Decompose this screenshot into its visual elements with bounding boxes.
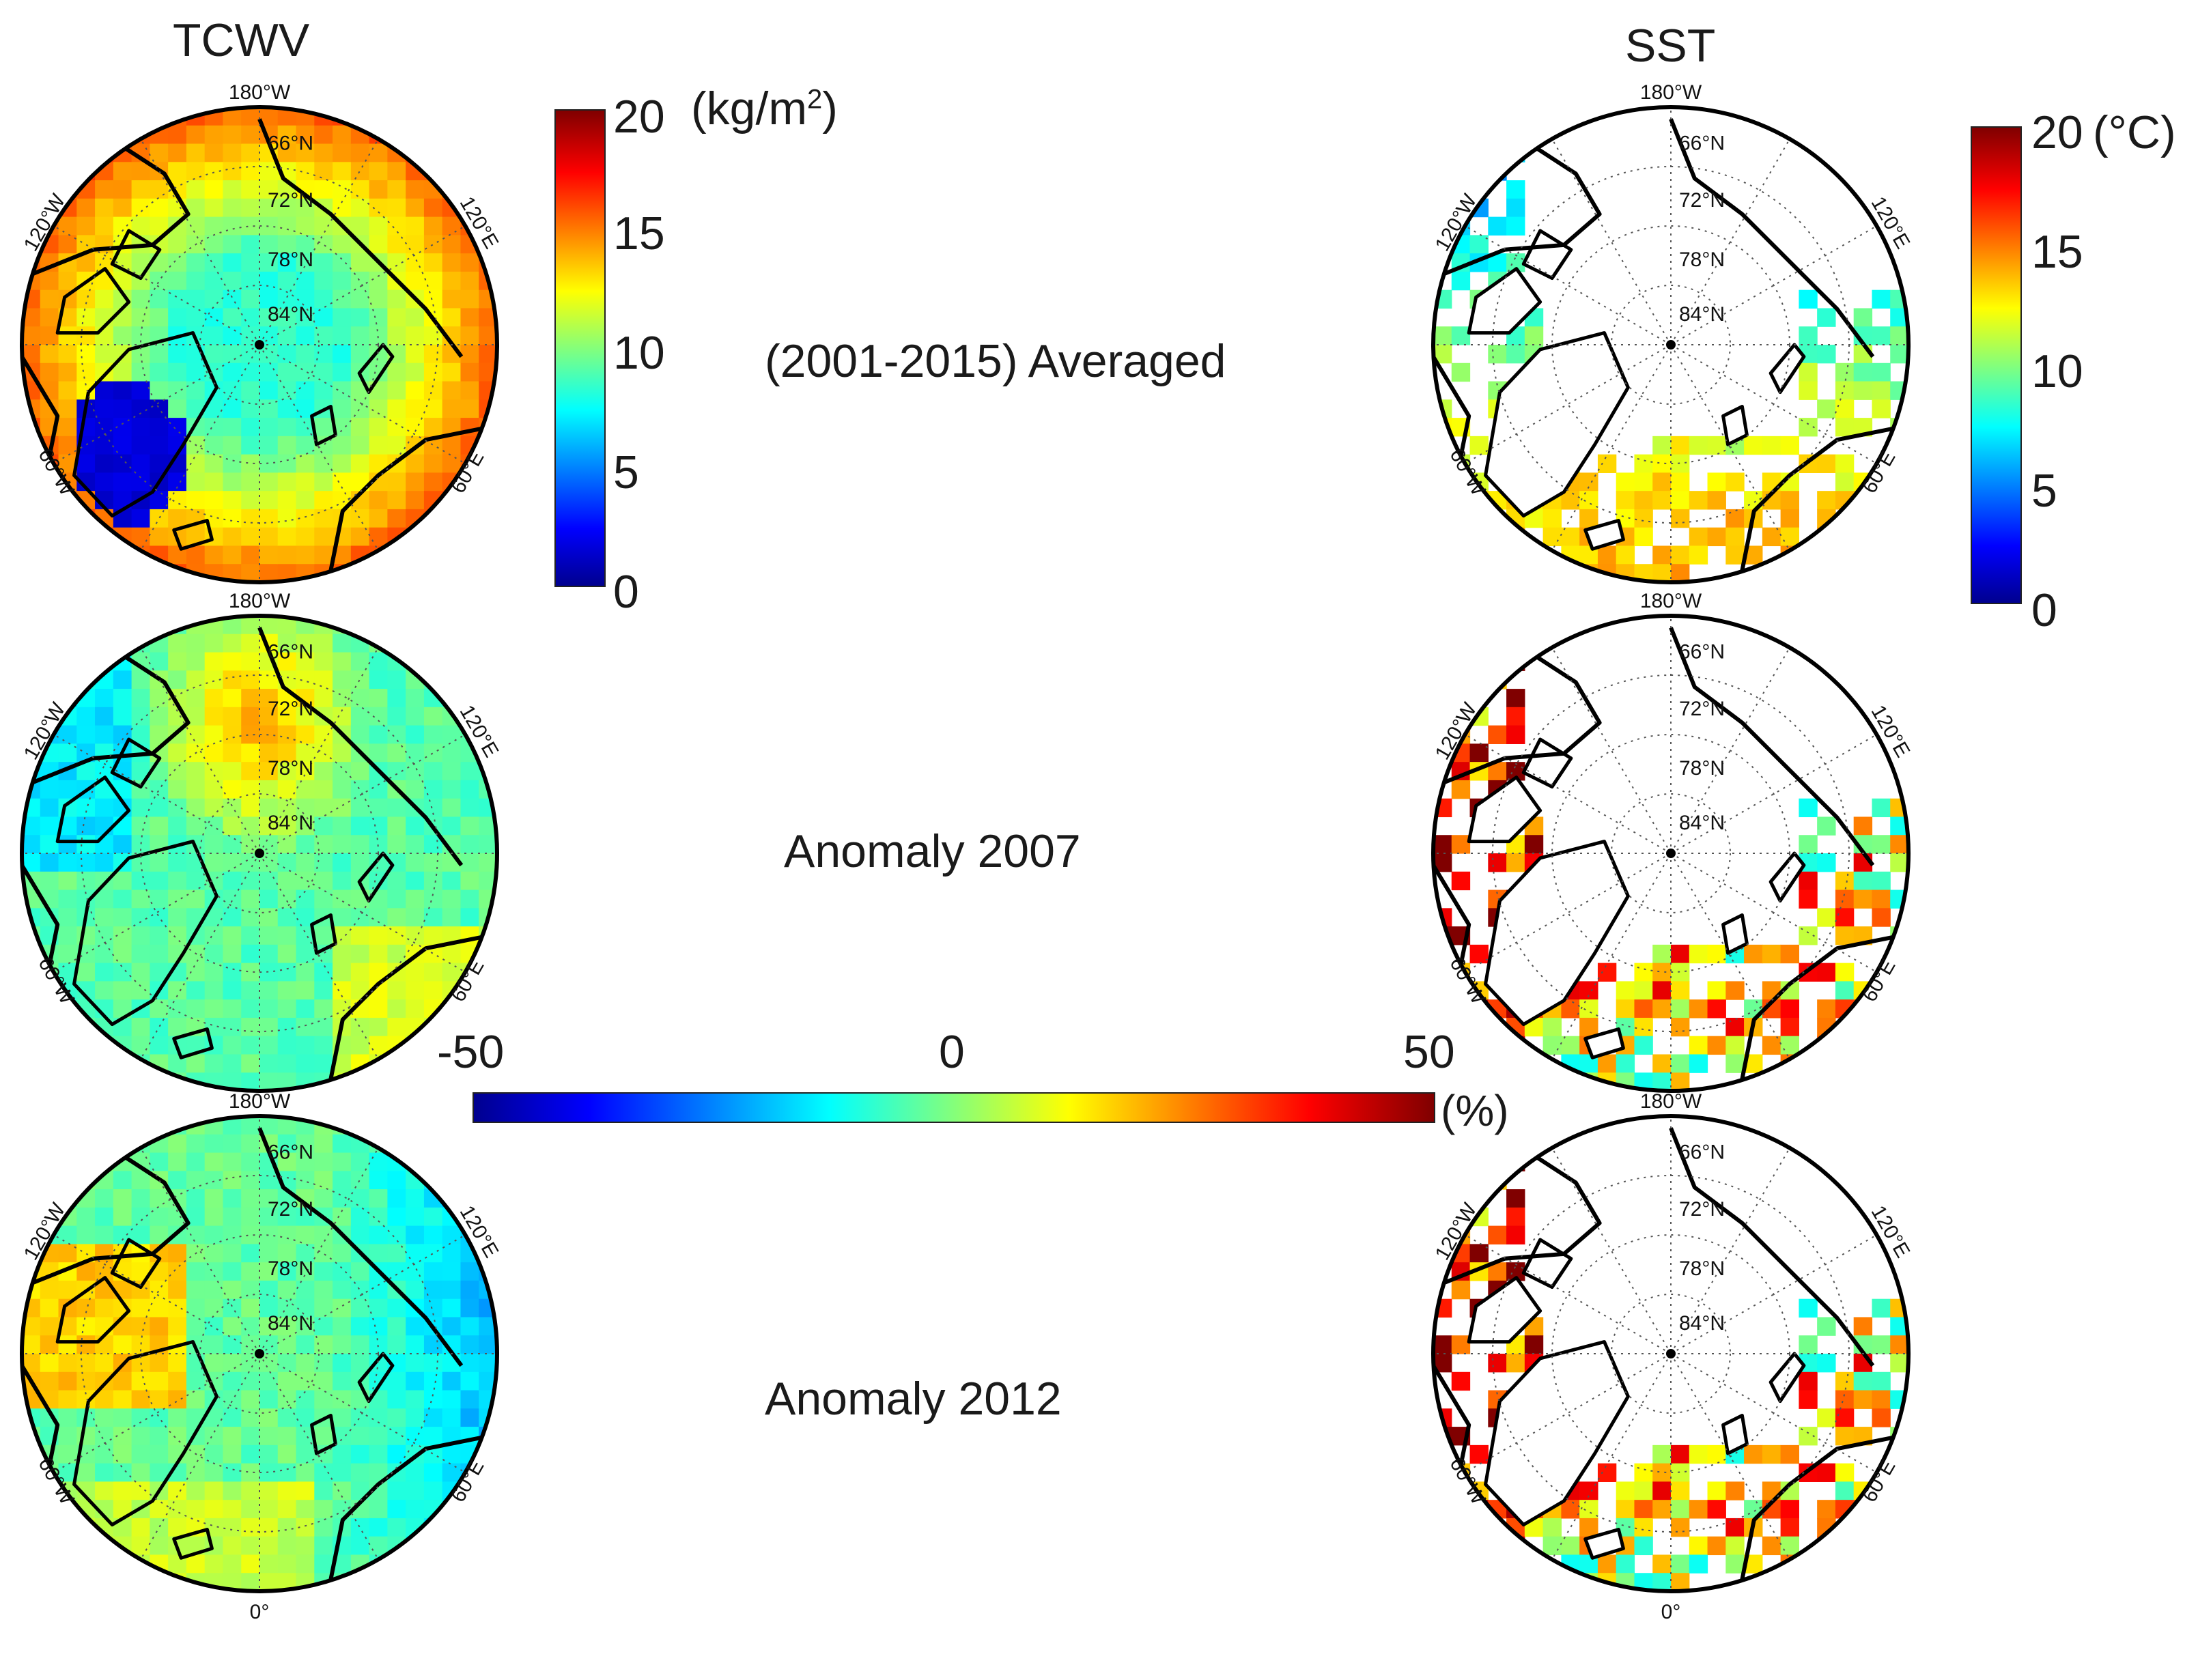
sst-2012-lat-label: 66°N — [1679, 1141, 1725, 1164]
tcwv-2012-frame — [20, 1114, 499, 1593]
tcwv-tick-10: 10 — [613, 327, 665, 379]
sst-2007-lat-label: 72°N — [1679, 698, 1725, 720]
sst-tick-5: 5 — [2031, 465, 2057, 517]
sst-2007-lat-label: 84°N — [1679, 812, 1725, 834]
sst-avg-lat-label: 72°N — [1679, 189, 1725, 212]
tcwv-avg-lon-top: 180°W — [229, 81, 291, 104]
tcwv-colorbar-unit: (kg/m2) — [691, 83, 838, 134]
tcwv-colorbar — [554, 109, 606, 587]
tcwv-2007-frame — [20, 614, 499, 1093]
anomaly-colorbar-unit: (%) — [1441, 1086, 1509, 1135]
tcwv-2007-lat-label: 72°N — [268, 698, 313, 720]
tcwv-2007-lon-top: 180°W — [229, 590, 291, 612]
anomaly-tick-min: -50 — [437, 1026, 505, 1078]
tcwv-2012-lat-label: 84°N — [268, 1312, 313, 1335]
sst-title: SST — [1625, 20, 1716, 72]
sst-avg-lon-top: 180°W — [1640, 81, 1702, 104]
tcwv-tick-20: 20 — [613, 91, 665, 143]
tcwv-avg-lat-label: 66°N — [268, 132, 313, 155]
sst-tick-10: 10 — [2031, 345, 2083, 397]
anomaly-tick-mid: 0 — [939, 1026, 965, 1078]
tcwv-2007-lat-label: 78°N — [268, 757, 313, 780]
sst-tick-0: 0 — [2031, 584, 2057, 636]
sst-2007-lat-label: 78°N — [1679, 757, 1725, 780]
tcwv-2012-lon-bottom: 0° — [250, 1601, 270, 1623]
tcwv-avg-graticule — [22, 107, 497, 582]
sst-avg-graticule — [1433, 107, 1908, 582]
sst-tick-15: 15 — [2031, 226, 2083, 278]
sst-colorbar-unit: (°C) — [2093, 106, 2176, 158]
anomaly-colorbar — [473, 1092, 1435, 1123]
row-label-anomaly-2007: Anomaly 2007 — [784, 825, 1081, 877]
row-label-anomaly-2012: Anomaly 2012 — [765, 1373, 1062, 1425]
sst-2012-lat-label: 78°N — [1679, 1257, 1725, 1280]
sst-avg-frame — [1431, 105, 1911, 584]
map-sst-2012: 66°N72°N78°N84°N180°W120°W60°W120°E60°E0… — [1431, 1090, 1915, 1623]
sst-2007-lon-top: 180°W — [1640, 590, 1702, 612]
tcwv-tick-15: 15 — [613, 208, 665, 259]
sst-2007-frame — [1431, 614, 1911, 1093]
tcwv-tick-0: 0 — [613, 566, 639, 618]
tcwv-2012-lat-label: 66°N — [268, 1141, 313, 1164]
sst-avg-lat-label: 84°N — [1679, 303, 1725, 326]
sst-avg-lat-label: 66°N — [1679, 132, 1725, 155]
map-tcwv-2012: 66°N72°N78°N84°N180°W120°W60°W120°E60°E0… — [20, 1090, 503, 1623]
tcwv-2012-lat-label: 72°N — [268, 1198, 313, 1221]
tcwv-avg-frame — [20, 105, 499, 584]
tcwv-2007-lat-label: 66°N — [268, 641, 313, 664]
sst-2012-lat-label: 84°N — [1679, 1312, 1725, 1335]
sst-colorbar — [1971, 126, 2022, 604]
tcwv-2007-lat-label: 84°N — [268, 812, 313, 834]
row-label-averaged: (2001-2015) Averaged — [765, 335, 1226, 387]
tcwv-tick-5: 5 — [613, 446, 639, 498]
figure: TCWV SST (2001-2015) Averaged Anomaly 20… — [20, 14, 2176, 1623]
sst-2012-lon-bottom: 0° — [1661, 1601, 1681, 1623]
sst-tick-20: 20 — [2031, 106, 2083, 158]
tcwv-avg-lat-label: 72°N — [268, 189, 313, 212]
sst-avg-lat-label: 78°N — [1679, 248, 1725, 271]
anomaly-tick-max: 50 — [1403, 1026, 1455, 1078]
sst-2007-lat-label: 66°N — [1679, 641, 1725, 664]
sst-2012-lat-label: 72°N — [1679, 1198, 1725, 1221]
tcwv-avg-lat-label: 78°N — [268, 248, 313, 271]
sst-2007-graticule — [1433, 616, 1908, 1091]
tcwv-2012-lat-label: 78°N — [268, 1257, 313, 1280]
tcwv-2007-graticule — [22, 616, 497, 1091]
tcwv-title: TCWV — [173, 14, 310, 66]
tcwv-avg-lat-label: 84°N — [268, 303, 313, 326]
tcwv-2012-lon-top: 180°W — [229, 1090, 291, 1113]
sst-2012-frame — [1431, 1114, 1911, 1593]
sst-2012-lon-top: 180°W — [1640, 1090, 1702, 1113]
